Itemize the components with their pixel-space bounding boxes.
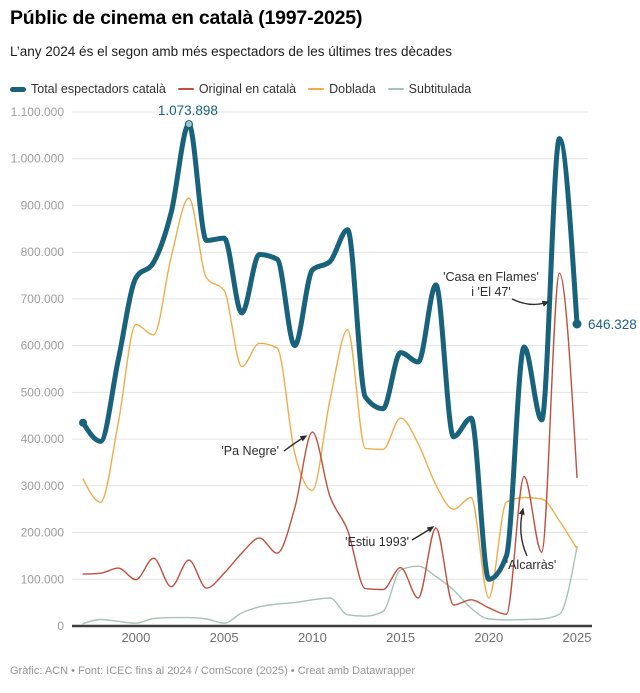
y-axis-label: 200.000 xyxy=(21,526,65,540)
legend-label: Doblada xyxy=(329,82,376,96)
annotation-arrowhead xyxy=(518,507,525,516)
y-axis-label: 400.000 xyxy=(21,432,65,446)
legend-swatch xyxy=(308,88,325,90)
y-axis-label: 500.000 xyxy=(21,385,65,399)
legend: Total espectadors català Original en cata… xyxy=(10,82,471,96)
series-line-doblada xyxy=(82,197,578,599)
chart-credit: Gràfic: ACN • Font: ICEC fins al 2024 / … xyxy=(10,665,416,677)
data-point-marker xyxy=(79,418,87,427)
legend-swatch xyxy=(10,86,26,92)
y-axis-label: 100.000 xyxy=(21,572,65,586)
series-line-subtitulada xyxy=(82,545,578,625)
legend-item-doblada[interactable]: Doblada xyxy=(308,82,376,96)
x-axis-label: 2000 xyxy=(121,630,150,645)
legend-label: Original en català xyxy=(198,82,297,96)
annotation-text: 'Pa Negre' xyxy=(221,444,279,458)
y-axis-label: 700.000 xyxy=(21,292,65,306)
y-axis-label: 800.000 xyxy=(21,245,65,259)
annotation-arrowhead xyxy=(541,300,550,307)
y-axis-label: 300.000 xyxy=(21,479,65,493)
y-axis-label: 900.000 xyxy=(21,198,65,212)
y-axis-label: 1.100.000 xyxy=(11,105,65,119)
series-line-total-espectadors-catala xyxy=(80,121,580,582)
annotation-arrowhead xyxy=(426,526,435,533)
y-axis-label: 0 xyxy=(57,619,64,633)
value-label: 646.328 xyxy=(588,317,637,332)
legend-item-subtitulada[interactable]: Subtitulada xyxy=(387,82,472,96)
x-axis-label: 2005 xyxy=(210,630,239,645)
annotation-arrowhead xyxy=(299,435,308,442)
series-line-original-en-catala xyxy=(82,272,578,615)
annotation-estiu-1993: 'Estiu 1993' xyxy=(345,526,435,549)
annotation-text: 'Alcarràs' xyxy=(506,558,557,572)
annotation-text: 'Estiu 1993' xyxy=(345,535,409,549)
annotation-text: i 'El 47' xyxy=(471,285,511,299)
legend-item-total-espectadors-catala[interactable]: Total espectadors català xyxy=(10,82,166,96)
data-point-marker xyxy=(572,319,582,329)
annotation-alcarras: 'Alcarràs' xyxy=(506,507,557,572)
x-axis-label: 2020 xyxy=(474,630,503,645)
y-axis-label: 600.000 xyxy=(21,339,65,353)
annotation-text: 'Casa en Flames' xyxy=(443,270,539,284)
annotation-casa-en-flames: 'Casa en Flames'i 'El 47' xyxy=(443,270,550,307)
legend-swatch xyxy=(387,88,404,90)
chart-title: Públic de cinema en català (1997-2025) xyxy=(10,7,363,29)
y-axis-label: 1.000.000 xyxy=(11,152,65,166)
data-point-marker xyxy=(184,120,193,129)
x-axis-label: 2025 xyxy=(563,630,592,645)
chart-subtitle: L’any 2024 és el segon amb més espectado… xyxy=(10,44,453,59)
value-label: 1.073.898 xyxy=(158,103,218,118)
legend-label: Total espectadors català xyxy=(31,82,166,96)
annotation-pa-negre: 'Pa Negre' xyxy=(221,435,308,458)
x-axis-label: 2015 xyxy=(386,630,415,645)
legend-label: Subtitulada xyxy=(408,82,472,96)
legend-item-original-en-catala[interactable]: Original en català xyxy=(177,82,297,96)
legend-swatch xyxy=(177,88,194,90)
x-axis-label: 2010 xyxy=(298,630,327,645)
